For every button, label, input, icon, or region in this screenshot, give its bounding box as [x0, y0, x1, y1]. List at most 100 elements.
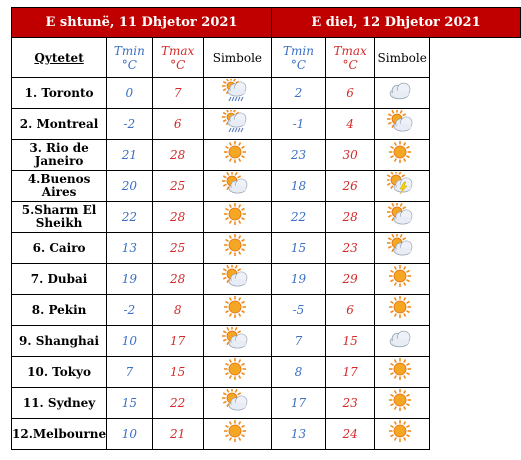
- day1-header: E shtunë, 11 Dhjetor 2021: [11, 7, 272, 38]
- cloud-icon: [387, 327, 417, 355]
- symbol-cell: [374, 356, 431, 388]
- tmin-value: -1: [270, 108, 326, 140]
- symbol-cell: [202, 418, 272, 450]
- tmax-value: 15: [151, 356, 204, 388]
- forecast-table: E shtunë, 11 Dhjetor 2021 E diel, 12 Dhj…: [10, 7, 521, 450]
- city-name: 2. Montreal: [10, 108, 108, 140]
- partly-cloudy-icon: [387, 202, 417, 231]
- tmax-value: 6: [324, 294, 376, 326]
- partly-cloudy-icon: [222, 388, 252, 417]
- tmin-value: 22: [270, 201, 326, 233]
- table-row: 2. Montreal -2 6 -1 4: [10, 108, 521, 140]
- tmax-column-header: Tmax °C: [151, 37, 204, 78]
- symbol-cell: [374, 77, 431, 109]
- tmax-value: 17: [151, 325, 204, 357]
- tmax-value: 26: [324, 170, 376, 202]
- symbol-cell: [374, 418, 431, 450]
- sun-icon: [387, 265, 417, 293]
- symbol-cell: [374, 170, 431, 202]
- tmax-value: 22: [151, 387, 204, 419]
- tmax-value: 30: [324, 139, 376, 171]
- sun-icon: [387, 358, 417, 386]
- city-name: 9. Shanghai: [10, 325, 108, 357]
- sun-icon: [387, 141, 417, 169]
- tmax-value: 28: [151, 263, 204, 295]
- thunderstorm-icon: [386, 170, 417, 200]
- symbol-cell: [374, 108, 431, 140]
- tmin-value: 15: [106, 387, 153, 419]
- symbol-cell: [202, 108, 272, 140]
- tmax-value: 23: [324, 387, 376, 419]
- tmin-value: 10: [106, 325, 153, 357]
- symbol-cell: [202, 77, 272, 109]
- symbol-cell: [202, 201, 272, 233]
- symbol-cell: [374, 294, 431, 326]
- symbol-cell: [202, 232, 272, 264]
- cloud-icon: [387, 79, 417, 107]
- city-name: 3. Rio de Janeiro: [10, 139, 108, 171]
- city-name: 7. Dubai: [10, 263, 108, 295]
- sun-icon: [387, 420, 417, 448]
- symbol-cell: [202, 356, 272, 388]
- table-row: 3. Rio de Janeiro 21 28 23 30: [10, 139, 521, 171]
- tmax-value: 25: [151, 170, 204, 202]
- table-row: 10. Tokyo 7 15 8 17: [10, 356, 521, 388]
- symbol-cell: [202, 263, 272, 295]
- tmax-value: 21: [151, 418, 204, 450]
- forecast-rows: 1. Toronto 0 7 2 6 2. Montreal -2 6 -1 4…: [10, 77, 521, 450]
- city-name: 11. Sydney: [10, 387, 108, 419]
- tmin-value: 17: [270, 387, 326, 419]
- partly-cloudy-icon: [222, 171, 252, 200]
- tmax-column-header: Tmax °C: [324, 37, 376, 78]
- symbol-cell: [374, 139, 431, 171]
- symbol-cell: [202, 170, 272, 202]
- tmin-value: 22: [106, 201, 153, 233]
- tmax-value: 6: [324, 77, 376, 109]
- tmin-value: 19: [106, 263, 153, 295]
- symbol-cell: [374, 263, 431, 295]
- symbol-column-header: Simbole: [374, 37, 431, 78]
- tmin-column-header: Tmin °C: [270, 37, 326, 78]
- tmax-value: 4: [324, 108, 376, 140]
- tmin-value: 13: [106, 232, 153, 264]
- sun-icon: [387, 296, 417, 324]
- sun-icon: [387, 389, 417, 417]
- tmax-value: 28: [151, 139, 204, 171]
- city-column-header: Qytetet: [10, 37, 108, 78]
- symbol-cell: [374, 232, 431, 264]
- tmin-value: 7: [270, 325, 326, 357]
- tmin-value: -2: [106, 108, 153, 140]
- tmin-value: 23: [270, 139, 326, 171]
- tmin-value: 18: [270, 170, 326, 202]
- tmax-value: 8: [151, 294, 204, 326]
- rain-cloud-sun-icon: [222, 108, 252, 138]
- tmax-value: 7: [151, 77, 204, 109]
- day2-header: E diel, 12 Dhjetor 2021: [270, 7, 521, 38]
- symbol-cell: [374, 201, 431, 233]
- tmax-value: 17: [324, 356, 376, 388]
- tmin-value: 7: [106, 356, 153, 388]
- sun-icon: [222, 203, 252, 231]
- sun-icon: [222, 296, 252, 324]
- city-name: 6. Cairo: [10, 232, 108, 264]
- symbol-column-header: Simbole: [202, 37, 272, 78]
- city-name: 5.Sharm El Sheikh: [10, 201, 108, 233]
- tmax-value: 28: [324, 201, 376, 233]
- sun-icon: [222, 358, 252, 386]
- partly-cloudy-icon: [387, 233, 417, 262]
- table-row: 5.Sharm El Sheikh 22 28 22 28: [10, 201, 521, 233]
- tmin-value: -5: [270, 294, 326, 326]
- table-row: 12.Melbourne 10 21 13 24: [10, 418, 521, 450]
- table-row: 6. Cairo 13 25 15 23: [10, 232, 521, 264]
- tmin-value: 10: [106, 418, 153, 450]
- tmin-value: -2: [106, 294, 153, 326]
- city-name: 12.Melbourne: [10, 418, 108, 450]
- table-row: 9. Shanghai 10 17 7 15: [10, 325, 521, 357]
- tmin-value: 2: [270, 77, 326, 109]
- city-name: 8. Pekin: [10, 294, 108, 326]
- tmin-value: 21: [106, 139, 153, 171]
- tmin-column-header: Tmin °C: [106, 37, 153, 78]
- tmax-value: 29: [324, 263, 376, 295]
- tmin-value: 8: [270, 356, 326, 388]
- tmin-value: 20: [106, 170, 153, 202]
